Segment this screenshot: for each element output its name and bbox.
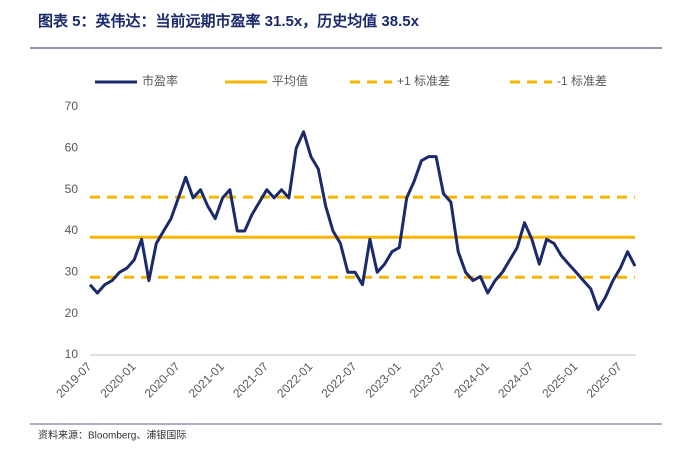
x-tick-label: 2021-07 <box>230 359 271 400</box>
x-tick-label: 2019-07 <box>53 359 94 400</box>
x-tick-label: 2025-01 <box>539 359 580 400</box>
source-note: 资料来源：Bloomberg、浦银国际 <box>38 429 186 442</box>
legend-label: +1 标准差 <box>397 74 450 88</box>
x-tick-label: 2023-07 <box>407 359 448 400</box>
x-tick-label: 2024-07 <box>495 359 536 400</box>
x-tick-label: 2023-01 <box>363 359 404 400</box>
x-tick-label: 2021-01 <box>186 359 227 400</box>
y-tick-label: 40 <box>65 223 79 237</box>
series-line <box>88 130 637 311</box>
y-tick-label: 10 <box>65 347 79 361</box>
x-tick-label: 2020-07 <box>142 359 183 400</box>
x-tick-label: 2022-07 <box>318 359 359 400</box>
legend-label: 平均值 <box>272 73 308 88</box>
chart-title: 图表 5：英伟达：当前远期市盈率 31.5x，历史均值 38.5x <box>38 12 420 30</box>
x-tick-label: 2022-01 <box>274 359 315 400</box>
y-tick-label: 50 <box>65 182 79 196</box>
y-tick-label: 20 <box>65 306 79 320</box>
y-tick-label: 60 <box>65 141 79 155</box>
legend-label: -1 标准差 <box>557 74 607 88</box>
y-tick-label: 70 <box>65 99 79 113</box>
x-tick-label: 2025-07 <box>584 359 625 400</box>
x-tick-label: 2020-01 <box>98 359 139 400</box>
y-tick-label: 30 <box>65 265 79 279</box>
x-tick-label: 2024-01 <box>451 359 492 400</box>
legend-label: 市盈率 <box>142 73 178 88</box>
